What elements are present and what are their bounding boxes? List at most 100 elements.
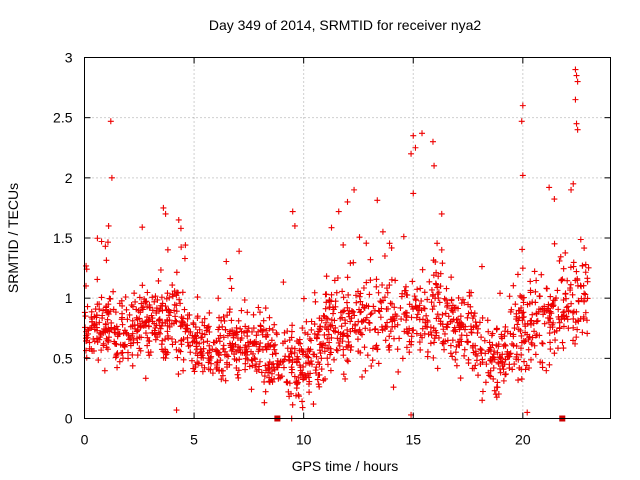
data-point — [164, 290, 171, 297]
y-tick-label: 2.5 — [53, 110, 73, 126]
data-point — [416, 339, 423, 346]
data-point — [173, 407, 180, 414]
data-point — [313, 335, 320, 342]
data-point — [379, 281, 386, 288]
data-point — [437, 283, 444, 290]
data-point — [139, 304, 146, 311]
data-point — [519, 102, 526, 109]
data-point — [376, 308, 383, 315]
data-point — [412, 296, 419, 303]
data-point — [564, 277, 571, 284]
data-point — [532, 332, 539, 339]
data-point — [164, 318, 171, 325]
data-point — [567, 264, 574, 271]
data-point — [525, 346, 532, 353]
data-point — [218, 376, 225, 383]
data-point — [427, 324, 434, 331]
data-point — [582, 261, 589, 268]
data-point — [230, 331, 237, 338]
data-point — [238, 307, 245, 314]
data-point — [363, 302, 370, 309]
data-point — [103, 257, 110, 264]
data-point — [408, 150, 415, 157]
data-point — [548, 302, 555, 309]
data-point — [284, 328, 291, 335]
data-point — [414, 286, 421, 293]
data-point — [417, 332, 424, 339]
data-point — [358, 308, 365, 315]
data-point — [472, 342, 479, 349]
data-point — [206, 328, 213, 335]
data-point — [116, 358, 123, 365]
data-point — [552, 337, 559, 344]
data-point — [507, 330, 514, 337]
data-point — [388, 244, 395, 251]
data-point — [303, 318, 310, 325]
data-point — [258, 369, 265, 376]
data-point — [434, 311, 441, 318]
data-point — [521, 358, 528, 365]
data-point — [531, 328, 538, 335]
data-point — [464, 314, 471, 321]
data-point — [336, 342, 343, 349]
data-point — [326, 339, 333, 346]
data-point — [411, 293, 418, 300]
data-point — [551, 196, 558, 203]
y-tick-label: 0 — [65, 411, 73, 427]
data-point — [361, 344, 368, 351]
data-point — [227, 275, 234, 282]
data-point — [434, 365, 441, 372]
data-point — [263, 334, 270, 341]
data-point — [228, 317, 235, 324]
data-point — [132, 298, 139, 305]
data-point — [537, 359, 544, 366]
data-point — [340, 346, 347, 353]
data-point — [334, 274, 341, 281]
data-point — [199, 368, 206, 375]
data-point — [91, 313, 98, 320]
data-point — [224, 312, 231, 319]
data-point — [519, 265, 526, 272]
data-point — [551, 297, 558, 304]
data-point — [470, 349, 477, 356]
data-point — [211, 339, 218, 346]
data-point — [314, 376, 321, 383]
data-point — [570, 337, 577, 344]
data-point — [491, 387, 498, 394]
data-point — [337, 315, 344, 322]
data-point — [216, 349, 223, 356]
data-point — [390, 384, 397, 391]
data-point — [295, 339, 302, 346]
data-point — [524, 409, 531, 416]
data-point — [340, 241, 347, 248]
data-point — [405, 330, 412, 337]
data-point — [466, 289, 473, 296]
data-point — [563, 295, 570, 302]
data-point — [526, 365, 533, 372]
data-point — [318, 355, 325, 362]
data-point — [487, 373, 494, 380]
data-point — [323, 273, 330, 280]
data-point — [83, 282, 90, 289]
data-point — [452, 349, 459, 356]
data-point — [369, 357, 376, 364]
data-point — [362, 325, 369, 332]
data-point — [140, 322, 147, 329]
data-point — [373, 276, 380, 283]
data-point — [112, 341, 119, 348]
data-point — [115, 331, 122, 338]
data-point — [108, 319, 115, 326]
data-point — [556, 319, 563, 326]
data-point — [162, 336, 169, 343]
data-point — [340, 371, 347, 378]
data-point — [479, 356, 486, 363]
data-point — [103, 344, 110, 351]
data-point — [331, 317, 338, 324]
data-point — [543, 307, 550, 314]
data-point — [157, 325, 164, 332]
data-point — [414, 311, 421, 318]
data-point — [579, 329, 586, 336]
data-point — [516, 364, 523, 371]
data-point — [284, 379, 291, 386]
data-point — [104, 316, 111, 323]
